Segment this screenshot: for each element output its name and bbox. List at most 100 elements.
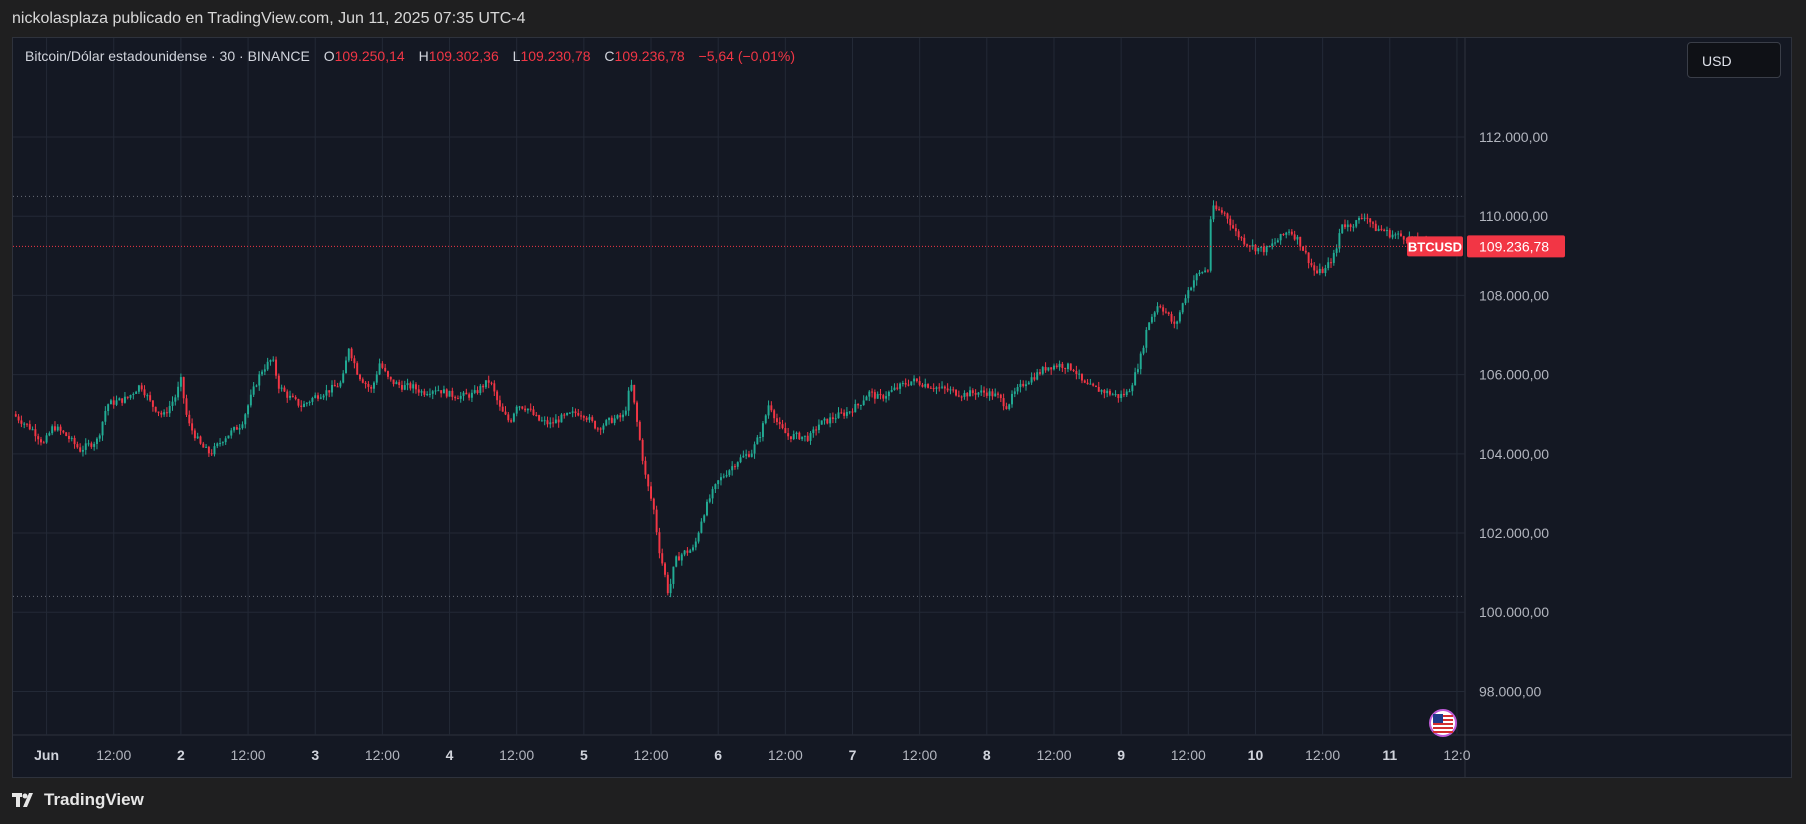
candle-body xyxy=(1363,217,1366,219)
candle-body xyxy=(90,443,93,447)
candle-body xyxy=(277,375,280,389)
low-value: 109.230,78 xyxy=(520,48,591,64)
candle-body xyxy=(448,390,451,397)
candle-body xyxy=(269,360,272,362)
candle-body xyxy=(1192,280,1195,288)
candle-body xyxy=(1025,384,1027,387)
candle-body xyxy=(826,418,829,424)
candle-body xyxy=(1232,225,1235,229)
candle-body xyxy=(305,402,308,404)
candle-body xyxy=(1103,390,1106,394)
x-tick-label: 8 xyxy=(983,747,991,763)
candle-body xyxy=(1019,383,1022,388)
candle-body xyxy=(1016,387,1019,392)
candle-body xyxy=(1330,262,1332,264)
candle-body xyxy=(932,388,935,390)
publish-header: nickolasplaza publicado en TradingView.c… xyxy=(12,10,526,27)
candle-body xyxy=(1176,321,1179,324)
candle-body xyxy=(20,420,23,424)
candle-body xyxy=(988,391,991,396)
candle-body xyxy=(722,476,725,478)
high-value: 109.302,36 xyxy=(428,48,499,64)
candle-body xyxy=(703,515,706,522)
candle-body xyxy=(286,391,289,398)
candle-body xyxy=(1327,262,1330,269)
candle-body xyxy=(997,393,999,395)
candle-body xyxy=(1397,233,1400,235)
candle-body xyxy=(347,348,350,361)
candle-body xyxy=(151,400,154,407)
candle-body xyxy=(118,398,121,401)
candle-body xyxy=(747,454,750,457)
candle-body xyxy=(1150,316,1153,323)
candle-body xyxy=(599,428,602,430)
close-label: C xyxy=(604,48,615,64)
candle-body xyxy=(1120,393,1123,399)
candle-body xyxy=(1041,367,1044,374)
candle-body xyxy=(445,389,448,397)
candle-body xyxy=(252,386,255,395)
candle-body xyxy=(244,414,247,425)
candle-body xyxy=(1380,228,1383,230)
currency-button[interactable]: USD xyxy=(1687,42,1781,78)
candle-body xyxy=(764,415,767,424)
candle-body xyxy=(675,556,678,567)
candle-body xyxy=(938,387,941,389)
candle-body xyxy=(739,457,742,463)
footer-brand[interactable]: TradingView xyxy=(12,790,144,810)
candle-body xyxy=(1274,242,1277,244)
candle-body xyxy=(109,400,112,405)
candle-body xyxy=(417,389,420,393)
candle-body xyxy=(361,379,364,383)
x-tick-label: 2 xyxy=(177,747,185,763)
candle-body xyxy=(409,383,412,389)
candle-body xyxy=(1285,232,1288,235)
candle-body xyxy=(700,521,703,533)
candle-body xyxy=(420,391,423,393)
candle-body xyxy=(333,384,336,387)
candle-body xyxy=(132,393,135,395)
candle-body xyxy=(70,437,73,439)
x-tick-label: 12:00 xyxy=(1305,747,1340,763)
candle-body xyxy=(42,442,45,444)
symbol-description: Bitcoin/Dólar estadounidense · 30 · BINA… xyxy=(25,48,310,64)
candle-body xyxy=(1055,365,1058,368)
candle-body xyxy=(781,424,784,429)
candle-body xyxy=(686,550,689,553)
candle-body xyxy=(1181,303,1184,313)
candle-body xyxy=(731,466,734,471)
candle-body xyxy=(1223,212,1226,214)
candle-body xyxy=(1086,382,1089,385)
candle-body xyxy=(1080,373,1083,381)
candle-body xyxy=(887,391,890,397)
y-tick-label: 106.000,00 xyxy=(1479,367,1549,383)
candle-body xyxy=(143,389,146,396)
candle-body xyxy=(602,425,605,430)
candle-body xyxy=(1366,217,1369,219)
candle-body xyxy=(504,411,507,415)
candle-body xyxy=(501,406,504,412)
candle-body xyxy=(630,384,633,391)
candle-body xyxy=(241,424,244,429)
candle-body xyxy=(1229,218,1232,226)
candle-body xyxy=(76,444,79,448)
candle-body xyxy=(1268,246,1271,248)
candle-body xyxy=(165,412,168,414)
candle-body xyxy=(149,395,152,401)
candle-body xyxy=(28,424,31,430)
price-chart[interactable]: 98.000,00 100.000,00 102.000,00 104.000,00 1… xyxy=(13,38,1791,777)
candle-body xyxy=(1374,223,1377,231)
candle-body xyxy=(543,420,546,422)
candle-body xyxy=(303,403,306,407)
y-tick-label: 100.000,00 xyxy=(1479,604,1549,620)
candle-body xyxy=(831,417,834,419)
candle-body xyxy=(1332,252,1335,263)
candle-body xyxy=(233,427,236,431)
candle-body xyxy=(1047,367,1050,371)
candle-body xyxy=(512,413,515,422)
candle-body xyxy=(476,390,479,393)
candle-body xyxy=(319,397,322,399)
candle-body xyxy=(1349,224,1352,228)
candle-body xyxy=(294,397,297,399)
chart-panel[interactable]: 98.000,00 100.000,00 102.000,00 104.000,00 1… xyxy=(12,37,1792,778)
